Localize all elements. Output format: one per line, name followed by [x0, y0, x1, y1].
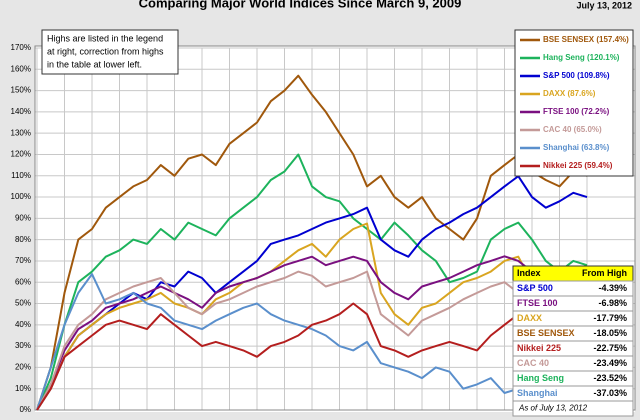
chart-title: Comparing Major World Indices Since Marc… [139, 0, 462, 10]
table-cell: -4.39% [598, 283, 627, 293]
series-line [36, 175, 588, 411]
table-cell: -37.03% [593, 388, 627, 398]
legend-label: S&P 500 (109.8%) [543, 71, 610, 80]
table-cell: -6.98% [598, 298, 627, 308]
series-line [36, 153, 588, 411]
series-line [36, 270, 588, 411]
y-tick-label: 110% [11, 171, 31, 180]
y-tick-label: 10% [15, 384, 31, 393]
y-tick-label: 150% [11, 86, 31, 95]
table-cell: Shanghai [517, 388, 558, 398]
table-cell: -22.75% [593, 343, 627, 353]
annotation-text: at right, correction from highs [47, 46, 164, 56]
table-footer: As of July 13, 2012 [518, 404, 588, 413]
y-tick-label: 130% [11, 128, 31, 137]
y-tick-label: 90% [15, 213, 31, 222]
legend-label: DAXX (87.6%) [543, 89, 596, 98]
table-cell: BSE SENSEX [517, 328, 575, 338]
table-cell: -23.52% [593, 373, 627, 383]
series-line [36, 222, 588, 411]
y-tick-label: 100% [11, 192, 31, 201]
table-cell: -18.05% [593, 328, 627, 338]
y-tick-label: 20% [15, 363, 31, 372]
annotation-box [41, 29, 179, 75]
table-header: From High [582, 268, 627, 278]
legend-label: FTSE 100 (72.2%) [543, 107, 610, 116]
table-cell: DAXX [517, 313, 542, 323]
series-line [36, 273, 588, 411]
annotation-text: Highs are listed in the legend [47, 33, 163, 43]
legend-label: Shanghai (63.8%) [543, 143, 610, 152]
series-line [36, 74, 588, 411]
table-footer-bg [512, 400, 634, 417]
table-cell: S&P 500 [517, 283, 553, 293]
y-tick-label: 140% [11, 107, 31, 116]
series-line [36, 255, 588, 411]
table-cell: Nikkei 225 [517, 343, 561, 353]
plot-border [34, 45, 636, 411]
table-cell: -17.79% [593, 313, 627, 323]
y-tick-label: 40% [15, 320, 31, 329]
legend-label: Nikkei 225 (59.4%) [543, 161, 613, 170]
table-cell: -23.49% [593, 358, 627, 368]
annotation-text: in the table at lower left. [47, 59, 142, 69]
legend-label: Hang Seng (120.1%) [543, 53, 620, 62]
legend-label: CAC 40 (65.0%) [543, 125, 602, 134]
legend-label: BSE SENSEX (157.4%) [543, 35, 629, 44]
table-header: Index [517, 268, 541, 278]
y-tick-label: 170% [11, 43, 31, 52]
y-tick-label: 80% [15, 235, 31, 244]
series-line [36, 302, 588, 411]
legend-box [514, 29, 634, 177]
table-cell: Hang Seng [517, 373, 564, 383]
date-note: July 13, 2012 [576, 0, 632, 10]
y-tick-label: 50% [15, 299, 31, 308]
y-tick-label: 60% [15, 277, 31, 286]
table-cell: FTSE 100 [517, 298, 558, 308]
y-tick-label: 0% [19, 405, 31, 414]
table-cell: CAC 40 [517, 358, 549, 368]
y-tick-label: 120% [11, 150, 31, 159]
y-tick-label: 160% [11, 64, 31, 73]
y-tick-label: 30% [15, 341, 31, 350]
y-tick-label: 70% [15, 256, 31, 265]
